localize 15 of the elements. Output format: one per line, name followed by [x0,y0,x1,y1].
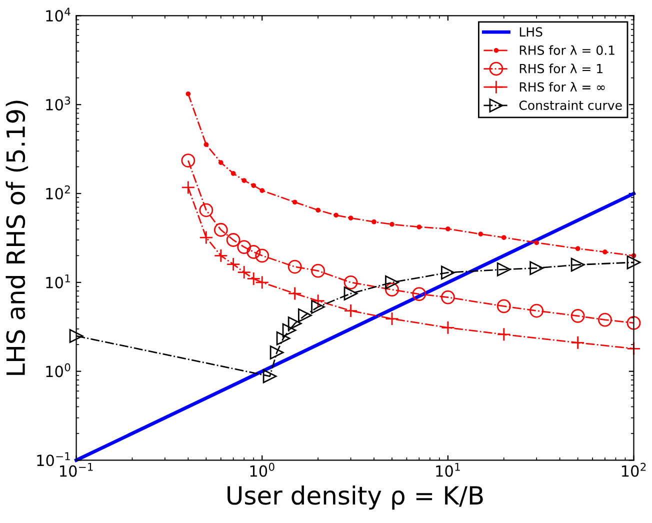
x-tick-label: 10$^{0}$ [250,462,274,477]
x-tick-label: 10$^{2}$ [622,462,646,477]
y-tick-label: 10$^{1}$ [46,274,70,288]
legend-label: RHS for λ = 0.1 [520,45,614,55]
x-tick-label: 10$^{1}$ [436,462,460,477]
y-tick-label: 10$^{3}$ [46,96,70,111]
y-tick-label: 10$^{4}$ [46,8,70,22]
y-tick-label: 10$^{2}$ [46,185,70,200]
legend-label: Constraint curve [519,100,622,110]
x-axis-title: User density ρ = K/B [228,485,483,510]
legend-label: RHS for λ = 1 [520,64,602,74]
y-tick-label: 10$^{0}$ [46,363,70,378]
legend-label: LHS [520,27,542,37]
legend-label: RHS for λ = ∞ [520,82,605,92]
y-axis-title: LHS and RHS of (5.19) [6,100,28,375]
